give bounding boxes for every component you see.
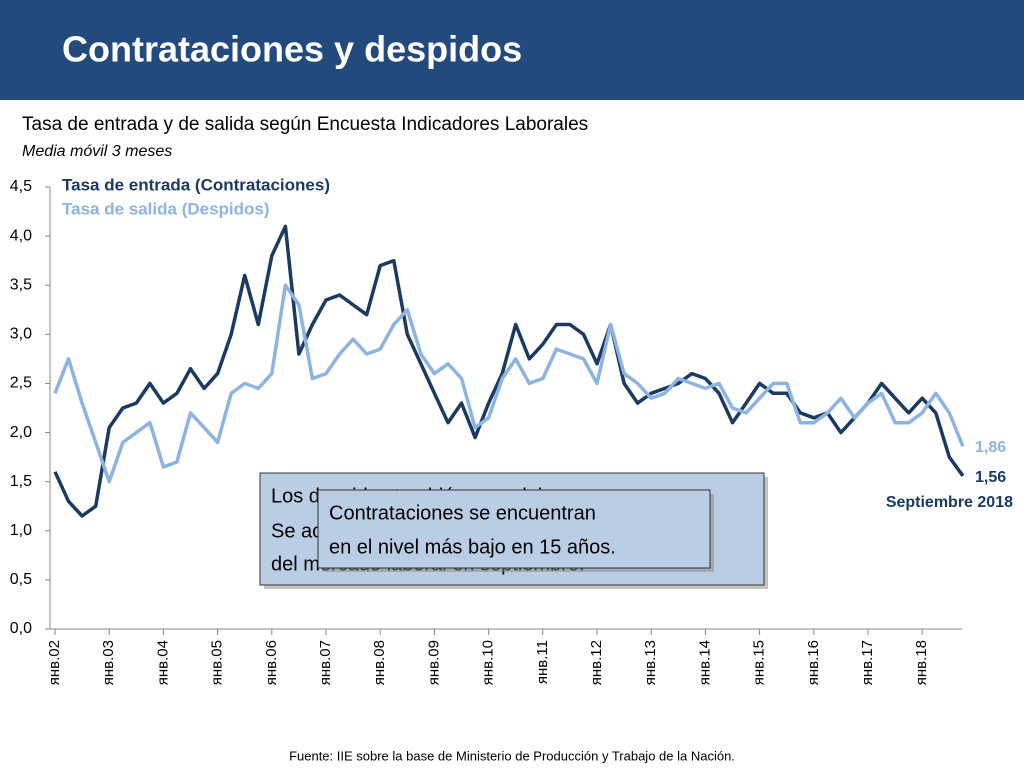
x-tick-label: янв.06 bbox=[263, 640, 280, 685]
x-tick-label: янв.03 bbox=[100, 640, 117, 685]
y-tick-label: 0,5 bbox=[10, 571, 32, 588]
series-line bbox=[53, 283, 965, 484]
y-tick-label: 4,5 bbox=[10, 178, 32, 195]
x-tick-label: янв.08 bbox=[371, 640, 388, 685]
slide-title: Contrataciones y despidos bbox=[62, 29, 522, 70]
x-tick-label: янв.11 bbox=[534, 640, 551, 684]
data-label: 1,86 bbox=[975, 439, 1006, 456]
callout-text: en el nivel más bajo en 15 años. bbox=[329, 536, 616, 558]
y-tick-label: 1,5 bbox=[10, 473, 32, 490]
y-tick-label: 4,0 bbox=[10, 227, 32, 244]
x-tick-label: янв.13 bbox=[642, 640, 659, 685]
x-tick-label: янв.12 bbox=[588, 640, 605, 685]
callout-box bbox=[317, 489, 711, 569]
x-tick-label: янв.16 bbox=[805, 640, 822, 685]
annotation: Septiembre 2018 bbox=[886, 494, 1013, 511]
legend-entry: Tasa de entrada (Contrataciones) bbox=[62, 175, 330, 194]
header-band bbox=[0, 0, 1024, 100]
chart-title: Tasa de entrada y de salida según Encues… bbox=[22, 114, 588, 135]
y-tick-label: 1,0 bbox=[10, 522, 32, 539]
x-tick-label: янв.02 bbox=[46, 640, 63, 685]
x-tick-label: янв.18 bbox=[913, 640, 930, 685]
y-tick-label: 3,5 bbox=[10, 276, 32, 293]
callout-front: Contrataciones se encuentran en el nivel… bbox=[317, 489, 714, 572]
x-tick-label: янв.15 bbox=[751, 640, 768, 685]
x-tick-label: янв.09 bbox=[425, 640, 442, 685]
callout-text: Contrataciones se encuentran bbox=[329, 502, 596, 524]
y-tick-label: 0,0 bbox=[10, 620, 32, 637]
x-tick-label: янв.17 bbox=[859, 640, 876, 685]
y-tick-label: 3,0 bbox=[10, 326, 32, 343]
chart-subtitle: Media móvil 3 meses bbox=[22, 143, 172, 160]
x-tick-label: янв.14 bbox=[696, 640, 713, 685]
data-label: 1,56 bbox=[975, 469, 1006, 486]
x-tick-label: янв.10 bbox=[480, 640, 497, 685]
x-tick-label: янв.07 bbox=[317, 640, 334, 685]
y-tick-label: 2,5 bbox=[10, 375, 32, 392]
source: Fuente: IIE sobre la base de Ministerio … bbox=[289, 748, 735, 763]
x-tick-label: янв.04 bbox=[154, 640, 171, 685]
y-tick-label: 2,0 bbox=[10, 424, 32, 441]
x-tick-label: янв.05 bbox=[209, 640, 226, 685]
plot: 0,0 0,5 1,0 1,5 2,0 2,5 3,0 3,5 4,0 4,5 янв.02 янв.… bbox=[10, 175, 1013, 685]
legend-entry: Tasa de salida (Despidos) bbox=[62, 199, 270, 218]
series-line bbox=[53, 224, 965, 518]
